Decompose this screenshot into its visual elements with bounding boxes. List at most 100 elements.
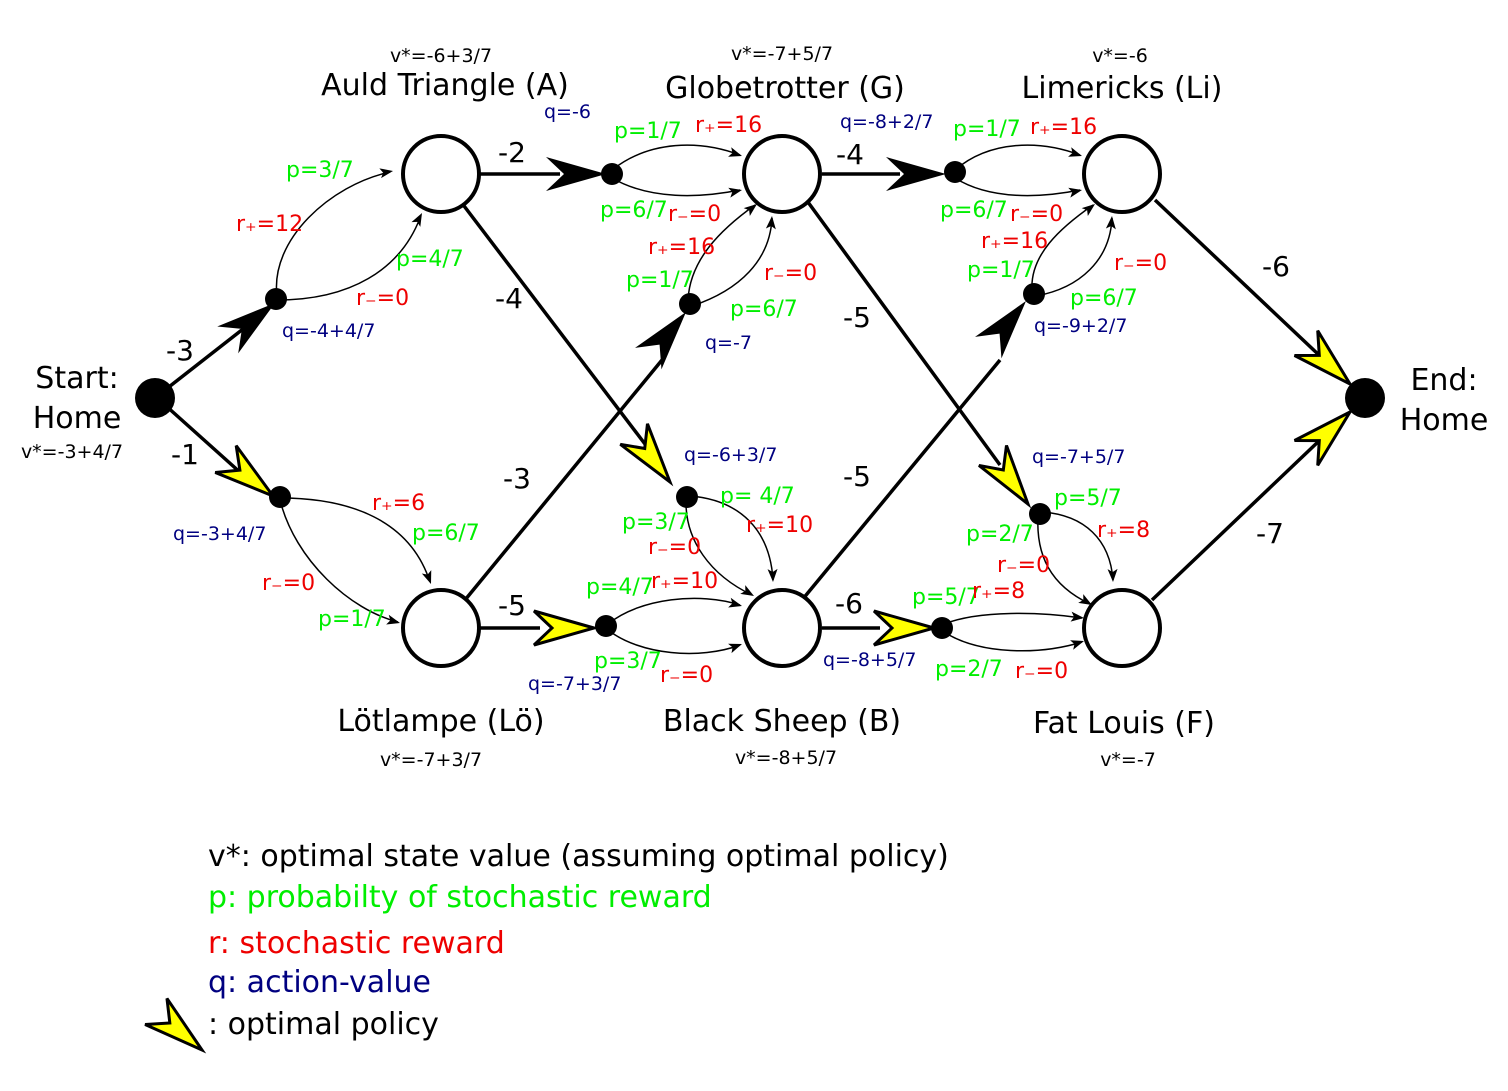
chance-node-Lo-G [679, 293, 701, 315]
p-plus-G-F: p=5/7 [1054, 486, 1122, 511]
r-plus-G-Li: r₊=16 [1030, 115, 1097, 140]
node-G [742, 134, 822, 214]
Lo-title: Lötlampe (Lö) [337, 704, 544, 739]
q-A-G: q=-6 [544, 101, 591, 123]
q-G-Li: q=-8+2/7 [840, 111, 933, 133]
chance-node-start-Lo [269, 486, 291, 508]
r-plus-B-Li: r₊=16 [981, 229, 1048, 254]
p-plus-G-Li: p=1/7 [953, 117, 1021, 142]
edge-Lo-G [463, 358, 664, 602]
arrowhead-start-A [217, 303, 275, 354]
Lo-value: v*=-7+3/7 [380, 749, 482, 771]
weight-B-Li: -5 [843, 460, 871, 493]
weight-B-F: -6 [835, 587, 863, 620]
branch-start-A-plus [275, 171, 391, 297]
q-start-A: q=-4+4/7 [282, 320, 375, 342]
chance-nodes [265, 161, 1051, 639]
weight-Lo-G: -3 [503, 462, 531, 495]
legend-r: r: stochastic reward [208, 926, 505, 961]
state-nodes [135, 134, 1385, 668]
edge-A-B [456, 196, 650, 450]
weight-G-F: -5 [843, 301, 871, 334]
q-B-F: q=-8+5/7 [823, 649, 916, 671]
branch-A-G-plus [611, 144, 741, 171]
chance-labels: p=3/7 r₊=12 p=4/7 r₋=0 q=-4+4/7 r₊=6 p=6… [173, 101, 1167, 695]
F-title: Fat Louis (F) [1033, 706, 1215, 741]
branch-A-B-minus [685, 499, 753, 596]
chance-node-B-Li [1023, 283, 1045, 305]
optimal-arrow-Lo-B [532, 609, 600, 647]
p-plus-Lo-G: p=1/7 [626, 268, 694, 293]
branch-start-A-minus [276, 217, 421, 301]
F-value: v*=-7 [1100, 749, 1156, 771]
legend-policy: : optimal policy [208, 1007, 439, 1042]
chance-node-G-Li [944, 161, 966, 183]
branch-B-Li-plus [1031, 204, 1094, 291]
p-plus-B-Li: p=1/7 [967, 258, 1035, 283]
p-minus-A-B: p=3/7 [622, 510, 690, 535]
A-title: Auld Triangle (A) [321, 68, 569, 103]
weight-Li-end: -6 [1262, 250, 1290, 283]
r-minus-Lo-B: r₋=0 [660, 663, 713, 688]
A-value: v*=-6+3/7 [390, 45, 492, 67]
p-minus-G-Li: p=6/7 [940, 198, 1008, 223]
branch-A-G-minus [611, 177, 741, 197]
chance-node-B-F [931, 617, 953, 639]
edge-start-A [163, 320, 254, 392]
arrowhead-B-Li [975, 301, 1026, 359]
node-F [1082, 588, 1162, 668]
end-title-1: End: [1410, 363, 1477, 398]
node-Lo [401, 588, 481, 668]
chance-node-G-F [1029, 503, 1051, 525]
weight-A-B: -4 [495, 282, 523, 315]
node-A [401, 134, 481, 214]
r-minus-A-B: r₋=0 [648, 535, 701, 560]
weight-A-G: -2 [498, 136, 526, 169]
p-minus-Lo-G: p=6/7 [730, 297, 798, 322]
branch-B-Li-minus [1035, 217, 1113, 297]
q-start-Lo: q=-3+4/7 [173, 523, 266, 545]
p-minus-B-Li: p=6/7 [1070, 286, 1138, 311]
r-plus-Lo-G: r₊=16 [648, 235, 715, 260]
p-minus-G-F: p=2/7 [966, 522, 1034, 547]
r-minus-start-Lo: r₋=0 [262, 571, 315, 596]
edge-F-end [1150, 438, 1322, 602]
p-minus-start-Lo: p=1/7 [318, 607, 386, 632]
node-B [742, 588, 822, 668]
optimal-arrow-start-Lo [214, 444, 278, 500]
legend-q: q: action-value [208, 965, 431, 1000]
edge-Li-end [1153, 198, 1322, 358]
q-Lo-B: q=-7+3/7 [528, 673, 621, 695]
branch-Lo-B-minus [607, 629, 741, 655]
p-plus-B-F: p=5/7 [912, 585, 980, 610]
p-minus-Lo-B: p=3/7 [594, 649, 662, 674]
main-edges [163, 172, 1322, 630]
Li-title: Limericks (Li) [1022, 71, 1223, 106]
end-title-2: Home [1400, 403, 1489, 438]
chance-node-A-B [676, 486, 698, 508]
q-B-Li: q=-9+2/7 [1034, 315, 1127, 337]
branch-Lo-G-plus [687, 204, 756, 301]
optimal-arrow-F-end [1293, 408, 1355, 467]
r-plus-G-F: r₊=8 [1097, 518, 1150, 543]
branch-Lo-B-plus [607, 597, 741, 625]
r-plus-B-F: r₊=8 [972, 579, 1025, 604]
p-minus-B-F: p=2/7 [935, 657, 1003, 682]
weight-start-A: -3 [166, 334, 194, 367]
stochastic-branches [275, 144, 1114, 655]
arrowhead-G-Li [886, 157, 946, 191]
chance-node-A-G [601, 163, 623, 185]
start-title-1: Start: [35, 361, 118, 396]
r-plus-Lo-B: r₊=10 [651, 569, 718, 594]
node-labels: Start: Home v*=-3+4/7 End: Home v*=-6+3/… [21, 43, 1488, 771]
weight-F-end: -7 [1256, 517, 1284, 550]
q-Lo-G: q=-7 [705, 332, 752, 354]
B-value: v*=-8+5/7 [735, 747, 837, 769]
legend: v*: optimal state value (assuming optima… [144, 839, 949, 1054]
branch-Lo-G-minus [691, 217, 773, 307]
arrowhead-Lo-G [635, 312, 686, 370]
optimal-arrow-B-F [872, 609, 940, 647]
legend-optimal-arrow-icon [144, 997, 207, 1054]
